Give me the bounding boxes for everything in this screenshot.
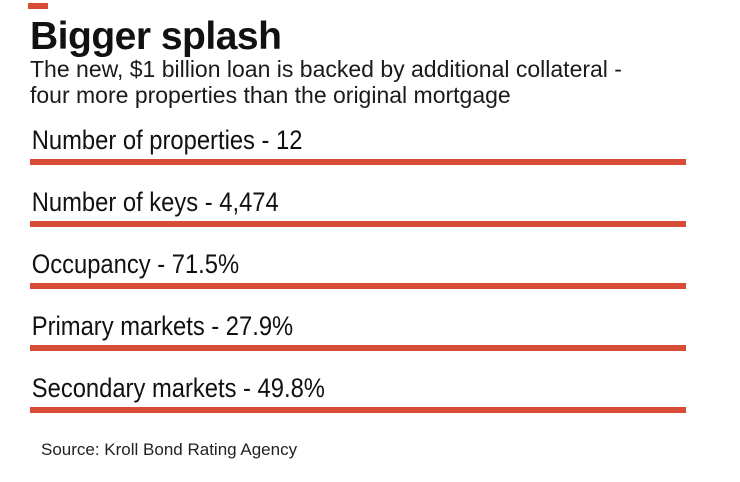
stat-list: Number of properties - 12 Number of keys… — [30, 126, 686, 436]
stat-row-number-of-properties: Number of properties - 12 — [30, 126, 686, 165]
stat-text: Occupancy - 71.5% — [31, 249, 240, 279]
stat-row-number-of-keys: Number of keys - 4,474 — [30, 188, 686, 227]
chart-subtitle: The new, $1 billion loan is backed by ad… — [30, 56, 622, 108]
stat-text: Number of properties - 12 — [31, 125, 303, 155]
brand-dash-accent — [28, 3, 48, 9]
stat-text: Secondary markets - 49.8% — [31, 373, 325, 403]
stat-text: Number of keys - 4,474 — [31, 187, 279, 217]
chart-title: Bigger splash — [30, 15, 282, 58]
stat-row-occupancy: Occupancy - 71.5% — [30, 250, 686, 289]
stat-row-secondary-markets: Secondary markets - 49.8% — [30, 374, 686, 413]
chart-subtitle-line-2: four more properties than the original m… — [30, 82, 511, 108]
stat-row-primary-markets: Primary markets - 27.9% — [30, 312, 686, 351]
stat-text: Primary markets - 27.9% — [31, 311, 294, 341]
source-note: Source: Kroll Bond Rating Agency — [41, 440, 298, 459]
chart-subtitle-line-1: The new, $1 billion loan is backed by ad… — [30, 56, 622, 82]
